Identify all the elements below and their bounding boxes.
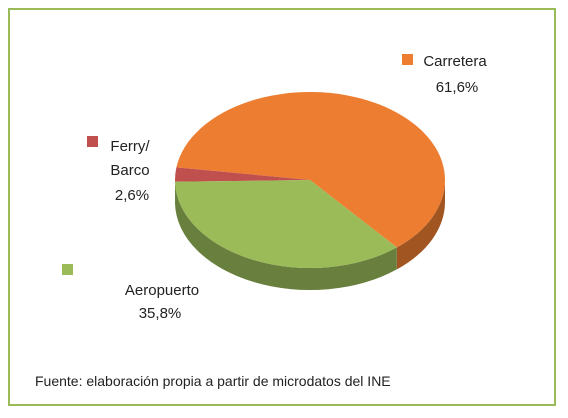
category-label: Aeropuerto bbox=[124, 282, 200, 299]
slice bbox=[175, 180, 397, 269]
slice bbox=[176, 91, 445, 248]
value-label: 35,8% bbox=[138, 305, 182, 322]
legend-marker bbox=[62, 264, 73, 275]
category-label: Ferry/ Barco bbox=[110, 138, 150, 179]
legend-marker bbox=[402, 54, 413, 65]
category-label: Carretera bbox=[423, 53, 487, 70]
value-label: 61,6% bbox=[435, 79, 479, 96]
value-label: 2,6% bbox=[114, 187, 150, 204]
slice-side bbox=[175, 181, 397, 290]
slice bbox=[174, 167, 310, 182]
slice-side bbox=[396, 180, 445, 270]
chart-frame bbox=[8, 8, 556, 406]
legend-marker bbox=[87, 136, 98, 147]
source-note: Fuente: elaboración propia a partir de m… bbox=[35, 373, 391, 389]
